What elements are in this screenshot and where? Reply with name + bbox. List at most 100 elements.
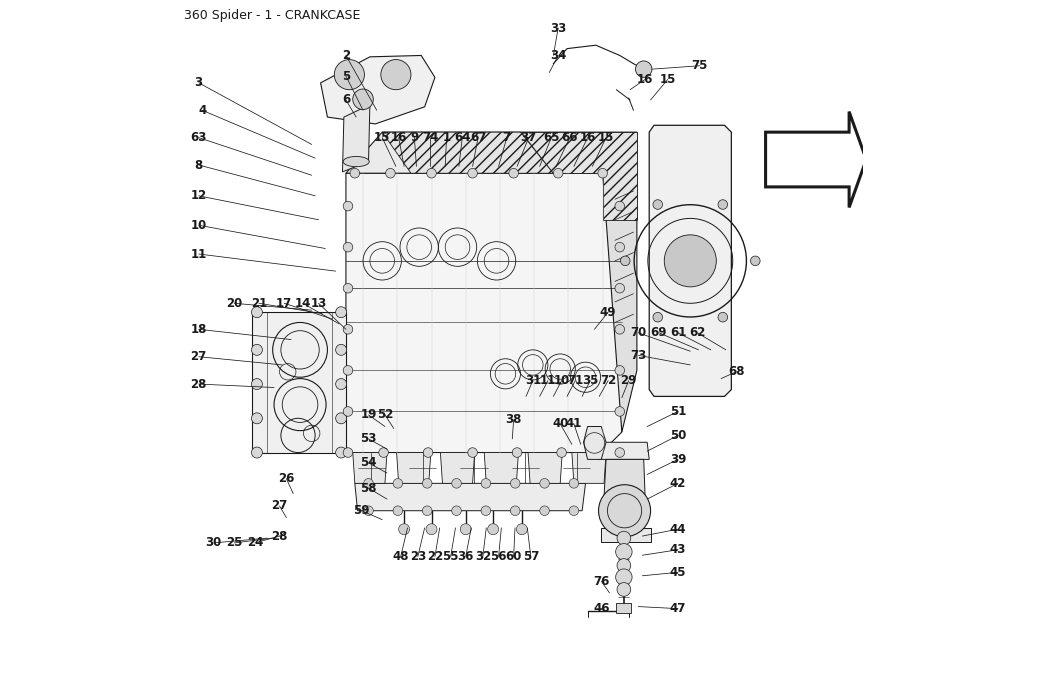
Text: 11: 11 xyxy=(191,248,207,261)
Circle shape xyxy=(393,479,403,488)
Text: 36: 36 xyxy=(458,550,474,563)
Text: 7: 7 xyxy=(503,131,511,144)
Text: 43: 43 xyxy=(669,543,686,556)
Text: 68: 68 xyxy=(728,365,744,378)
Polygon shape xyxy=(572,453,606,484)
Text: 54: 54 xyxy=(360,456,377,469)
Circle shape xyxy=(334,60,364,90)
Circle shape xyxy=(426,523,437,534)
Circle shape xyxy=(516,523,528,534)
Text: 17: 17 xyxy=(276,297,293,310)
Circle shape xyxy=(718,312,728,322)
Polygon shape xyxy=(484,453,518,484)
Text: 20: 20 xyxy=(226,297,243,310)
Circle shape xyxy=(617,582,631,596)
Circle shape xyxy=(252,344,262,355)
Text: 42: 42 xyxy=(669,477,686,490)
Circle shape xyxy=(344,324,353,334)
Text: 16: 16 xyxy=(580,131,595,144)
Text: 16: 16 xyxy=(390,131,407,144)
Circle shape xyxy=(344,283,353,293)
Text: 28: 28 xyxy=(191,377,207,390)
Polygon shape xyxy=(382,132,554,174)
Polygon shape xyxy=(355,484,585,511)
Circle shape xyxy=(635,61,652,78)
Circle shape xyxy=(620,256,630,265)
Text: 47: 47 xyxy=(669,602,686,615)
Circle shape xyxy=(615,283,625,293)
Circle shape xyxy=(353,89,374,110)
Text: 67: 67 xyxy=(469,131,486,144)
Circle shape xyxy=(344,366,353,375)
Circle shape xyxy=(335,307,347,318)
Text: 41: 41 xyxy=(565,417,582,430)
Polygon shape xyxy=(346,174,621,453)
Text: 51: 51 xyxy=(669,405,686,418)
Circle shape xyxy=(363,479,374,488)
Text: 360 Spider - 1 - CRANKCASE: 360 Spider - 1 - CRANKCASE xyxy=(183,9,360,22)
Circle shape xyxy=(509,169,518,178)
Text: 48: 48 xyxy=(392,550,409,563)
Circle shape xyxy=(481,479,490,488)
Circle shape xyxy=(252,413,262,424)
Circle shape xyxy=(653,200,662,209)
Circle shape xyxy=(598,169,608,178)
Circle shape xyxy=(615,366,625,375)
Text: 15: 15 xyxy=(374,131,390,144)
Circle shape xyxy=(569,506,579,515)
Circle shape xyxy=(252,447,262,458)
Text: 34: 34 xyxy=(550,49,566,62)
Text: 6: 6 xyxy=(341,93,350,106)
Text: 10: 10 xyxy=(191,219,207,232)
Circle shape xyxy=(569,479,579,488)
Text: 26: 26 xyxy=(278,472,295,485)
Text: 23: 23 xyxy=(410,550,426,563)
Circle shape xyxy=(363,506,374,515)
Circle shape xyxy=(423,479,432,488)
Polygon shape xyxy=(600,442,650,460)
Text: 59: 59 xyxy=(354,504,370,517)
Text: 33: 33 xyxy=(550,21,566,34)
Text: 52: 52 xyxy=(377,408,393,421)
Circle shape xyxy=(350,169,359,178)
Circle shape xyxy=(615,569,632,585)
Circle shape xyxy=(615,242,625,252)
Circle shape xyxy=(424,448,433,458)
Circle shape xyxy=(617,558,631,572)
Text: 37: 37 xyxy=(520,131,537,144)
Text: 24: 24 xyxy=(247,536,263,549)
Text: 65: 65 xyxy=(543,131,560,144)
Polygon shape xyxy=(603,132,637,432)
Circle shape xyxy=(452,506,461,515)
Text: 5: 5 xyxy=(341,69,350,82)
Polygon shape xyxy=(440,453,475,484)
Text: 4: 4 xyxy=(198,104,206,117)
Circle shape xyxy=(335,344,347,355)
Text: 30: 30 xyxy=(206,536,222,549)
Circle shape xyxy=(751,256,760,265)
Polygon shape xyxy=(342,105,370,172)
Text: 2: 2 xyxy=(341,49,350,62)
Text: 8: 8 xyxy=(195,158,203,172)
Text: 50: 50 xyxy=(669,429,686,442)
Text: 39: 39 xyxy=(669,453,686,466)
Circle shape xyxy=(540,479,550,488)
Circle shape xyxy=(393,506,403,515)
Circle shape xyxy=(615,407,625,416)
Text: 13: 13 xyxy=(310,297,327,310)
Polygon shape xyxy=(765,112,866,207)
Text: 32: 32 xyxy=(475,550,491,563)
Text: 55: 55 xyxy=(442,550,459,563)
Text: 49: 49 xyxy=(600,306,616,319)
Text: 56: 56 xyxy=(490,550,507,563)
Text: 9: 9 xyxy=(410,131,418,144)
Polygon shape xyxy=(252,312,346,453)
Circle shape xyxy=(344,201,353,211)
Circle shape xyxy=(510,479,520,488)
Circle shape xyxy=(557,448,566,458)
Circle shape xyxy=(554,169,563,178)
Text: 58: 58 xyxy=(360,482,377,495)
Text: 69: 69 xyxy=(651,327,667,340)
Text: 75: 75 xyxy=(691,59,708,72)
Polygon shape xyxy=(520,132,637,220)
